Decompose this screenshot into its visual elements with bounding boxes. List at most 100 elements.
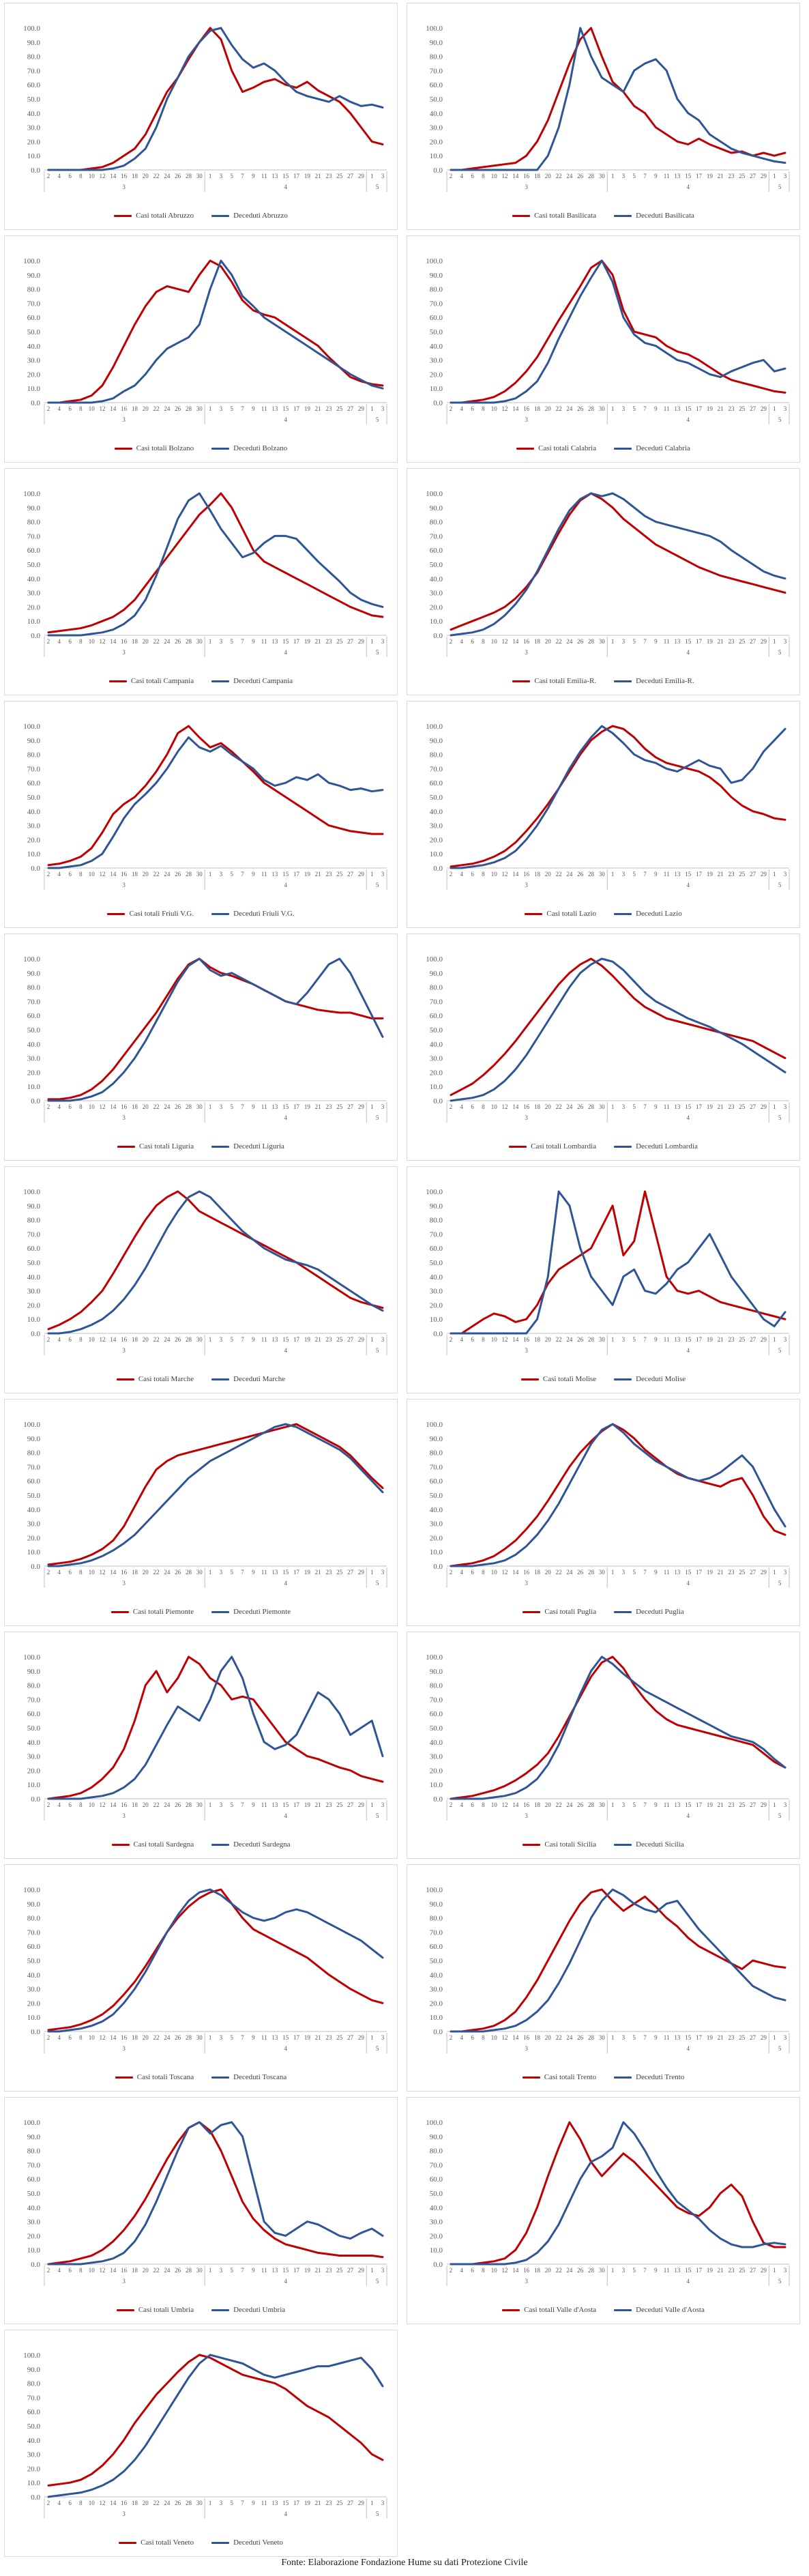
x-tick-label: 10 [491, 871, 498, 878]
x-tick-label: 10 [491, 405, 498, 412]
x-tick-label: 3 [381, 173, 385, 179]
x-tick-label: 28 [186, 2034, 192, 2041]
legend-item: Deceduti Umbria [211, 2306, 285, 2314]
month-label: 4 [686, 416, 690, 423]
x-tick-label: 2 [47, 871, 50, 878]
x-tick-label: 27 [750, 1801, 756, 1808]
x-tick-label: 23 [728, 2034, 735, 2041]
x-tick-label: 3 [381, 1801, 385, 1808]
month-label: 5 [376, 1347, 379, 1354]
x-tick-label: 20 [545, 405, 552, 412]
legend-swatch [614, 2309, 632, 2311]
legend-label: Deceduti Umbria [233, 2306, 286, 2314]
chart-svg: 0.0 10.0 20.0 30.0 40.0 50.0 60.0 70.0 80.0 90.0 1… [426, 2119, 790, 2286]
x-tick-label: 5 [632, 1801, 636, 1808]
month-label: 5 [778, 1114, 782, 1121]
x-tick-label: 27 [347, 1103, 354, 1110]
x-tick-label: 8 [482, 638, 485, 645]
y-tick-label: 20.0 [27, 1767, 41, 1775]
legend-label: Deceduti Calabria [636, 444, 690, 452]
x-tick-label: 16 [121, 2500, 128, 2506]
x-tick-label: 3 [784, 173, 787, 179]
x-tick-label: 29 [761, 1103, 767, 1110]
x-tick-label: 1 [370, 1336, 374, 1343]
x-tick-label: 3 [784, 405, 787, 412]
y-tick-label: 50.0 [27, 1957, 41, 1965]
x-tick-label: 10 [89, 1801, 95, 1808]
series-line-deceduti [47, 1888, 384, 2033]
x-tick-label: 26 [577, 1336, 584, 1343]
chart-panel: 0.0 10.0 20.0 30.0 40.0 50.0 60.0 70.0 80.0 90.0 1… [407, 934, 800, 1161]
series-line-deceduti [47, 1190, 384, 1335]
x-tick-label: 6 [471, 1103, 474, 1110]
x-tick-label: 5 [230, 1103, 233, 1110]
y-tick-label: 40.0 [27, 1273, 41, 1282]
month-label: 4 [284, 184, 287, 190]
x-tick-label: 24 [566, 1103, 573, 1110]
legend-item: Casi totali Campania [108, 677, 194, 685]
x-tick-label: 27 [347, 1569, 354, 1576]
x-tick-label: 9 [252, 1103, 255, 1110]
x-tick-label: 21 [718, 2267, 724, 2274]
x-tick-label: 29 [358, 1801, 365, 1808]
x-tick-label: 30 [599, 2034, 606, 2041]
x-tick-label: 26 [175, 2034, 181, 2041]
y-tick-label: 70.0 [430, 998, 443, 1006]
x-tick-label: 21 [718, 2034, 724, 2041]
x-tick-label: 12 [502, 1103, 508, 1110]
x-tick-label: 11 [664, 1801, 670, 1808]
y-tick-label: 30.0 [430, 124, 443, 132]
x-tick-label: 8 [482, 871, 485, 878]
legend-item: Casi totali Abruzzo [114, 212, 194, 220]
x-tick-label: 24 [164, 871, 171, 878]
x-tick-label: 1 [209, 2500, 212, 2506]
legend-swatch [107, 912, 126, 915]
y-tick-label: 30.0 [430, 590, 443, 598]
series-line-deceduti [450, 259, 786, 404]
legend-swatch [614, 1610, 632, 1613]
x-tick-label: 3 [622, 1336, 626, 1343]
x-tick-label: 3 [622, 1801, 626, 1808]
x-tick-label: 9 [654, 2267, 658, 2274]
x-tick-label: 10 [89, 2267, 95, 2274]
x-tick-label: 16 [523, 1801, 530, 1808]
y-tick-label: 0.0 [31, 2028, 40, 2036]
x-tick-label: 10 [491, 1336, 498, 1343]
x-tick-label: 2 [47, 638, 50, 645]
x-tick-label: 20 [545, 1103, 552, 1110]
x-tick-label: 24 [566, 1569, 573, 1576]
x-tick-label: 29 [358, 1336, 365, 1343]
x-tick-label: 30 [196, 1103, 203, 1110]
y-tick-label: 10.0 [27, 1548, 41, 1557]
x-tick-label: 9 [252, 638, 255, 645]
x-tick-label: 19 [707, 1569, 714, 1576]
x-tick-label: 26 [577, 1801, 584, 1808]
legend-label: Casi totali Campania [130, 677, 194, 685]
x-tick-label: 13 [271, 2034, 278, 2041]
y-tick-label: 90.0 [430, 737, 443, 745]
month-label: 4 [686, 2045, 690, 2052]
series-line-deceduti [450, 492, 786, 637]
legend-item: Casi totali Trento [522, 2073, 596, 2081]
x-tick-label: 11 [664, 405, 670, 412]
y-tick-label: 30.0 [27, 124, 41, 132]
x-tick-label: 9 [252, 173, 255, 179]
x-tick-label: 3 [784, 2034, 787, 2041]
legend-item: Deceduti Liguria [211, 1142, 284, 1150]
x-tick-label: 22 [556, 638, 562, 645]
x-tick-label: 6 [471, 173, 474, 179]
x-tick-label: 10 [89, 2034, 95, 2041]
y-tick-label: 50.0 [430, 1026, 443, 1034]
y-tick-label: 40.0 [430, 110, 443, 118]
x-tick-label: 16 [121, 2034, 128, 2041]
y-tick-label: 90.0 [27, 1202, 41, 1211]
x-tick-label: 3 [220, 1336, 223, 1343]
x-tick-label: 28 [588, 871, 595, 878]
x-tick-label: 22 [556, 1569, 562, 1576]
x-tick-label: 16 [121, 1801, 128, 1808]
x-tick-label: 1 [773, 173, 776, 179]
x-tick-label: 9 [252, 1336, 255, 1343]
y-tick-label: 80.0 [27, 1217, 41, 1225]
y-tick-label: 50.0 [27, 328, 41, 336]
x-tick-label: 29 [358, 2034, 365, 2041]
